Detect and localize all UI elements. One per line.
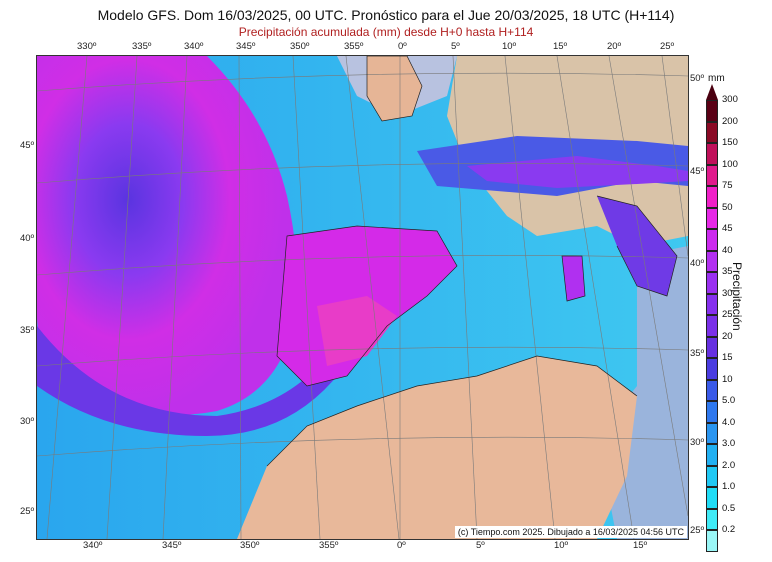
legend-level-label: 20: [722, 330, 733, 342]
legend-swatch: [706, 121, 718, 143]
legend-level-label: 35: [722, 266, 733, 277]
legend-level-label: 0.2: [722, 524, 736, 535]
legend-swatch: [706, 422, 718, 444]
lat-label-left: 30º: [20, 416, 35, 427]
lon-label-top: 335º: [132, 41, 152, 52]
legend-level-label: 300: [722, 94, 738, 105]
legend-level-label: 5.0: [722, 395, 736, 406]
alps-precip: [467, 156, 688, 188]
north-africa-land: [237, 356, 637, 539]
lat-label-left: 40º: [20, 233, 35, 244]
legend-swatch: [706, 465, 718, 487]
legend-level-label: 75: [722, 180, 733, 191]
legend-swatch: [706, 379, 718, 401]
lon-label-bottom: 355º: [319, 540, 339, 551]
legend-swatch: [706, 508, 718, 530]
legend-swatch: [706, 444, 718, 466]
legend-swatch: [706, 207, 718, 229]
lon-label-bottom: 15º: [633, 540, 648, 551]
lon-label-top: 0º: [398, 41, 407, 52]
precipitation-map: (c) Tiempo.com 2025. Dibujado a 16/03/20…: [36, 55, 689, 540]
italy-precip: [597, 196, 677, 296]
lat-label-right: 25º: [690, 525, 705, 536]
legend-swatch: [706, 100, 718, 122]
british-isles-land: [367, 56, 422, 121]
legend-swatch: [706, 358, 718, 380]
lon-label-bottom: 5º: [476, 540, 485, 551]
lon-label-top: 340º: [184, 41, 204, 52]
legend-level-label: 25: [722, 309, 733, 320]
lon-label-top: 10º: [502, 41, 517, 52]
legend-title: Precipitación: [730, 262, 744, 331]
legend-level-label: 1.0: [722, 481, 736, 492]
lon-label-bottom: 340º: [83, 540, 103, 551]
legend-level-label: 15: [722, 352, 733, 363]
lon-label-top: 25º: [660, 41, 675, 52]
lat-label-left: 25º: [20, 506, 35, 517]
legend-swatch: [706, 401, 718, 423]
lon-label-bottom: 10º: [554, 540, 569, 551]
legend-swatch: [706, 229, 718, 251]
legend-level-label: 50: [722, 201, 733, 213]
legend-swatch: [706, 186, 718, 208]
storm-outer-band: [37, 326, 337, 436]
lon-label-top: 345º: [236, 41, 256, 52]
map-canvas: [37, 56, 688, 539]
lon-label-top: 355º: [344, 41, 364, 52]
legend-swatch: [706, 272, 718, 294]
legend-level-label: 4.0: [722, 416, 736, 428]
legend-swatch: [706, 250, 718, 272]
legend-level-label: 150: [722, 137, 738, 148]
lon-label-bottom: 350º: [240, 540, 260, 551]
lon-label-top: 5º: [451, 41, 460, 52]
lon-label-top: 15º: [553, 41, 568, 52]
map-title: Modelo GFS. Dom 16/03/2025, 00 UTC. Pron…: [97, 7, 675, 23]
legend-arrow-icon: [706, 84, 718, 100]
legend-level-label: 10: [722, 373, 733, 385]
legend-swatch: [706, 315, 718, 337]
legend-swatch: [706, 487, 718, 509]
coastlines: [266, 56, 678, 467]
atlantic-storm: [37, 56, 297, 416]
map-credit: (c) Tiempo.com 2025. Dibujado a 16/03/20…: [454, 526, 687, 538]
legend-swatch: [706, 164, 718, 186]
lon-label-top: 350º: [290, 41, 310, 52]
legend-level-label: 100: [722, 158, 738, 170]
legend-level-label: 3.0: [722, 438, 736, 449]
legend-swatch: [706, 143, 718, 165]
legend-level-label: 45: [722, 223, 733, 234]
graticule: [37, 56, 688, 539]
lat-label-right: 40º: [690, 258, 705, 269]
sardinia-precip: [562, 256, 585, 301]
legend-level-label: 40: [722, 244, 733, 256]
lat-label-right: 50º: [690, 73, 705, 84]
legend-unit: mm: [708, 73, 725, 84]
lat-label-right: 35º: [690, 348, 705, 359]
legend-swatch: [706, 530, 718, 552]
legend-swatch: [706, 336, 718, 358]
lat-label-left: 45º: [20, 140, 35, 151]
legend-swatch: [706, 293, 718, 315]
lon-label-bottom: 0º: [397, 540, 406, 551]
lon-label-bottom: 345º: [162, 540, 182, 551]
map-subtitle: Precipitación acumulada (mm) desde H+0 h…: [238, 25, 534, 39]
iberia-heavy-core: [317, 296, 397, 366]
legend-level-label: 0.5: [722, 502, 736, 514]
legend-level-label: 30: [722, 287, 733, 299]
lat-label-left: 35º: [20, 325, 35, 336]
legend-level-label: 2.0: [722, 459, 736, 471]
legend-level-label: 200: [722, 115, 738, 127]
lat-label-right: 45º: [690, 166, 705, 177]
lon-label-top: 330º: [77, 41, 97, 52]
lat-label-right: 30º: [690, 437, 705, 448]
lon-label-top: 20º: [607, 41, 622, 52]
